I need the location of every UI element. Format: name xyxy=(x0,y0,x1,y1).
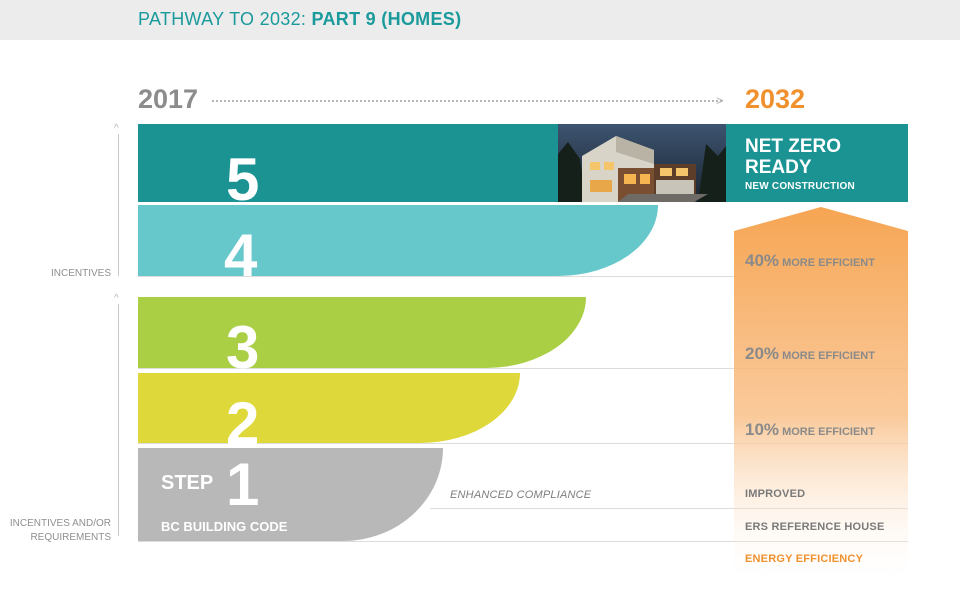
bc-building-code-label: BC BUILDING CODE xyxy=(161,519,288,534)
step-2-band xyxy=(138,373,520,443)
step-4-number: 4 xyxy=(224,222,258,289)
incentives-or-requirements-line1: INCENTIVES AND/OR xyxy=(9,518,111,529)
step-2-number: 2 xyxy=(226,390,260,457)
step-2-efficiency: 10% MORE EFFICIENT xyxy=(745,420,875,440)
step-1-band xyxy=(138,448,443,541)
step-4-band xyxy=(138,205,658,276)
divider-rule xyxy=(138,276,908,277)
step-1-number: 1 xyxy=(226,451,260,518)
step-3-efficiency: 20% MORE EFFICIENT xyxy=(745,344,875,364)
divider-rule xyxy=(430,508,908,509)
incentives-or-requirements-label: INCENTIVES AND/OR REQUIREMENTS xyxy=(0,517,111,545)
step-4-efficiency-text: MORE EFFICIENT xyxy=(779,257,875,269)
net-zero-title-line1: NET ZERO xyxy=(745,136,842,157)
end-year: 2032 xyxy=(745,84,806,114)
net-zero-ready-title: NET ZERO READY xyxy=(745,136,841,178)
orange-upward-arrow xyxy=(734,207,908,587)
start-year: 2017 xyxy=(138,84,199,114)
incentives-or-requirements-line2: REQUIREMENTS xyxy=(30,532,111,543)
header-bar: PATHWAY TO 2032: PART 9 (HOMES) xyxy=(0,0,960,40)
page-title-light: PATHWAY TO 2032: xyxy=(138,9,312,29)
step-3-efficiency-text: MORE EFFICIENT xyxy=(779,350,875,362)
page-title: PATHWAY TO 2032: PART 9 (HOMES) xyxy=(138,9,461,30)
enhanced-compliance-label: ENHANCED COMPLIANCE xyxy=(450,489,592,501)
incentives-guide-line xyxy=(118,134,119,276)
step-2-efficiency-text: MORE EFFICIENT xyxy=(779,426,875,438)
energy-efficiency-label: ENERGY EFFICIENCY xyxy=(745,553,864,565)
step-4-efficiency-percent: 40% xyxy=(745,251,780,270)
ers-reference-house-label: ERS REFERENCE HOUSE xyxy=(745,521,885,533)
page-title-bold: PART 9 (HOMES) xyxy=(311,9,462,29)
divider-rule xyxy=(138,443,908,444)
divider-rule xyxy=(138,541,908,542)
chevron-up-icon: ^ xyxy=(114,123,119,134)
step-5-band xyxy=(138,124,908,202)
step-3-number: 3 xyxy=(226,314,260,381)
incentives-label: INCENTIVES xyxy=(50,268,111,279)
new-construction-label: NEW CONSTRUCTION xyxy=(745,181,855,192)
step-4-efficiency: 40% MORE EFFICIENT xyxy=(745,251,875,271)
net-zero-title-line2: READY xyxy=(745,157,812,178)
house-photo xyxy=(558,124,726,202)
step-3-efficiency-percent: 20% xyxy=(745,344,780,363)
divider-rule xyxy=(138,368,908,369)
step-3-band xyxy=(138,297,586,368)
step-5-number: 5 xyxy=(226,146,260,213)
requirements-guide-line xyxy=(118,304,119,536)
chevron-right-icon: > xyxy=(716,93,724,108)
step-2-efficiency-percent: 10% xyxy=(745,420,780,439)
timeline-dotted-line xyxy=(212,100,722,102)
improved-label: IMPROVED xyxy=(745,488,806,500)
step-word: STEP xyxy=(161,472,214,494)
chevron-up-icon: ^ xyxy=(114,293,119,304)
